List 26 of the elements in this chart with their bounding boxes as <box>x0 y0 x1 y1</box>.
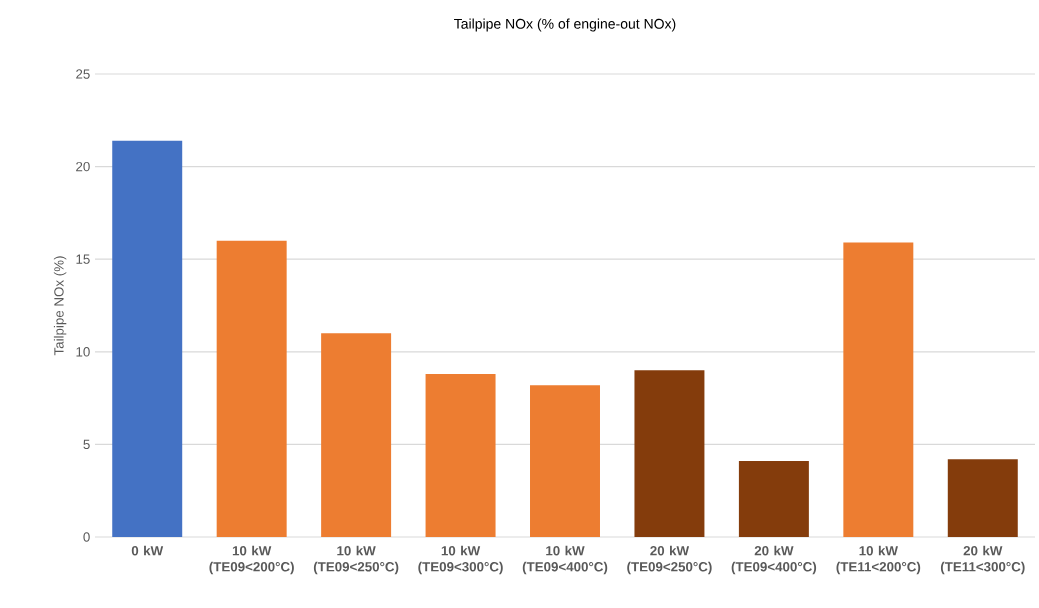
bar <box>321 333 392 537</box>
y-tick-label: 25 <box>76 69 90 79</box>
y-tick-label: 20 <box>76 161 90 172</box>
y-tick-label: 0 <box>83 532 90 542</box>
bar <box>843 242 914 537</box>
bar <box>738 461 809 537</box>
x-tick-label: 10 kW (TE09<400°C) <box>522 545 608 575</box>
x-tick-label: 10 kW (TE09<200°C) <box>209 545 294 575</box>
x-tick-label: 0 kW <box>131 545 164 556</box>
y-axis-title: Tailpipe NOx (%) <box>53 256 67 356</box>
y-tick-label: 15 <box>76 254 90 264</box>
y-tick-label: 5 <box>83 439 90 450</box>
x-tick-label: 10 kW (TE09<300°C) <box>418 545 503 575</box>
x-tick-label: 10 kW (TE09<250°C) <box>313 545 399 575</box>
chart-title: Tailpipe NOx (% of engine-out NOx) <box>454 18 676 32</box>
x-tick-label: 20 kW (TE09<400°C) <box>731 545 817 575</box>
x-tick-label: 20 kW (TE09<250°C) <box>627 545 712 575</box>
bar <box>216 240 287 537</box>
x-tick-label: 20 kW (TE11<300°C) <box>940 545 1025 575</box>
bar <box>634 370 705 537</box>
bar <box>947 459 1018 537</box>
bar <box>530 385 600 537</box>
bar <box>425 374 496 537</box>
bar <box>112 140 183 537</box>
x-tick-label: 10 kW (TE11<200°C) <box>836 545 921 575</box>
y-tick-label: 10 <box>76 347 90 357</box>
